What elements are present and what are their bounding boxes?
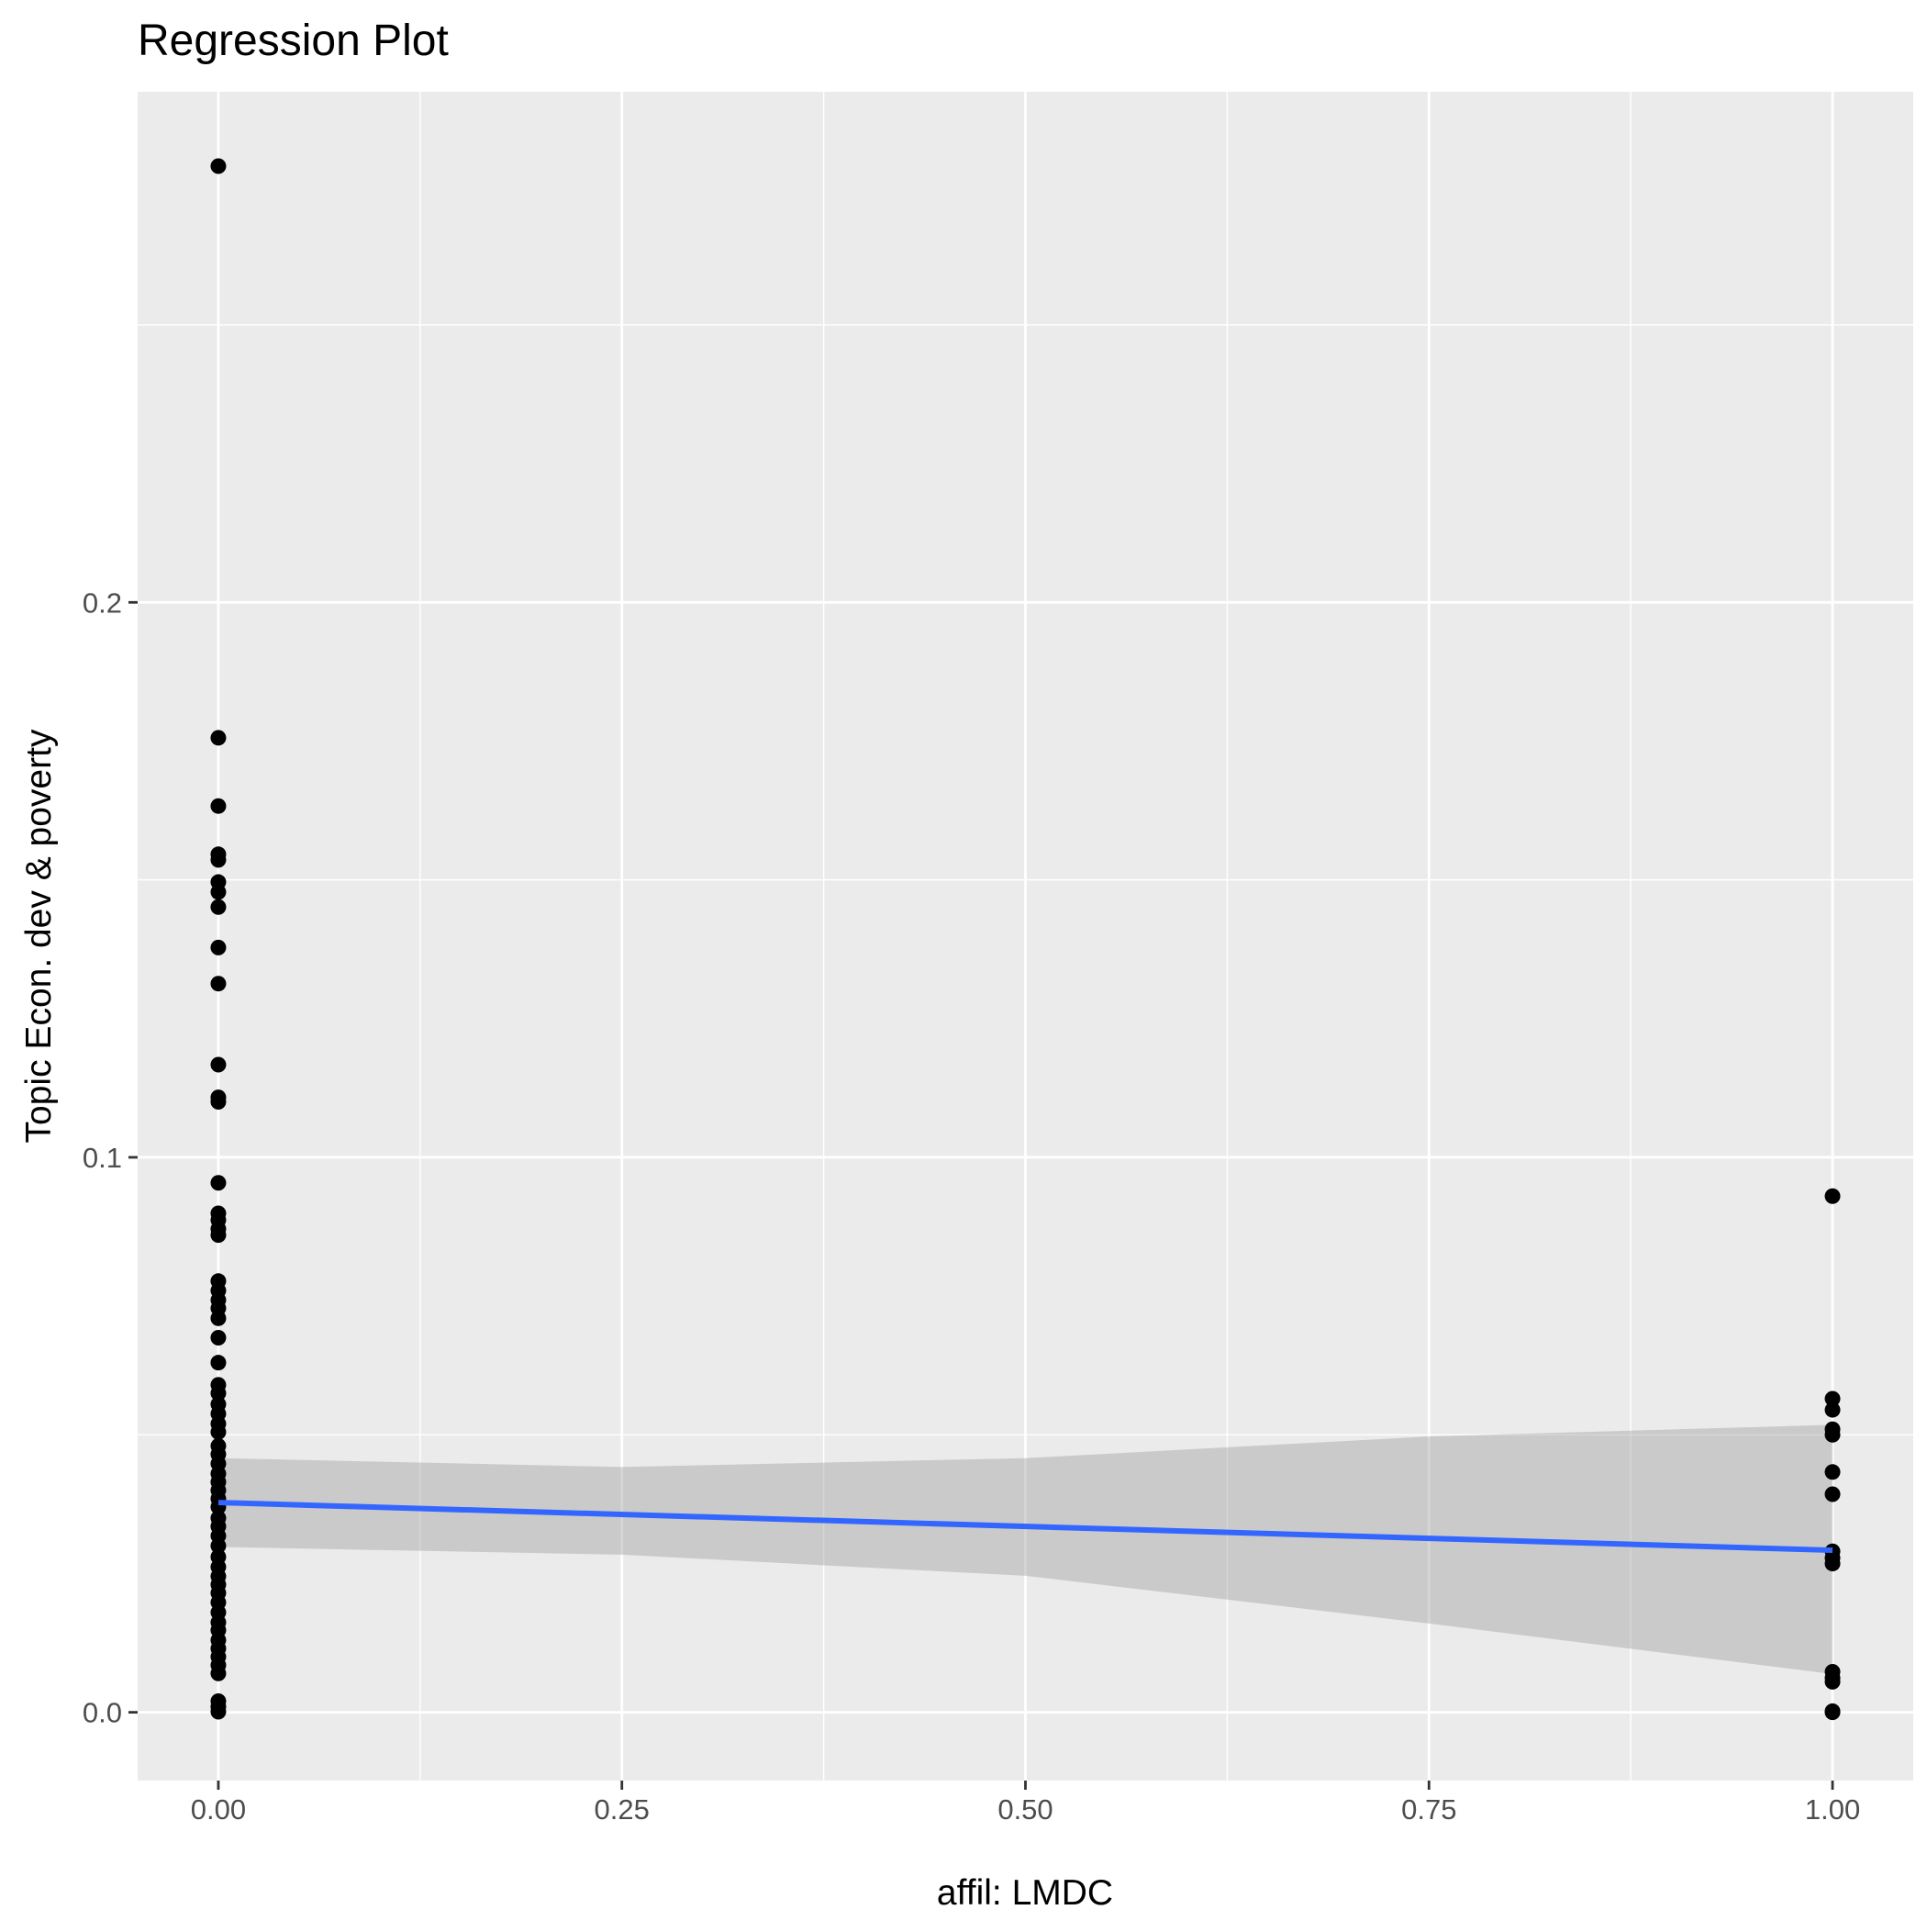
data-point [210, 976, 227, 992]
data-point [210, 1227, 227, 1244]
y-tick-label: 0.1 [83, 1142, 122, 1174]
data-point [210, 1385, 227, 1402]
data-point [1824, 1464, 1841, 1480]
x-tick-label: 1.00 [1805, 1793, 1860, 1826]
axis-ticks [128, 600, 1834, 1790]
data-point [210, 1175, 227, 1191]
data-point [210, 852, 227, 868]
data-point [1824, 1556, 1841, 1572]
x-tick-label: 0.00 [191, 1793, 246, 1826]
data-point [210, 1537, 227, 1554]
data-point [1824, 1390, 1841, 1407]
tick-labels: 0.00 0.25 0.50 0.75 1.00 0.0 0.1 0.2 [83, 586, 1860, 1826]
data-point [210, 939, 227, 955]
data-point [210, 1093, 227, 1110]
data-point [1824, 1402, 1841, 1418]
y-tick-label: 0.2 [83, 586, 122, 619]
data-point [1824, 1426, 1841, 1443]
x-tick-label: 0.75 [1401, 1793, 1456, 1826]
data-point [210, 1329, 227, 1346]
data-point [210, 730, 227, 746]
data-point [1824, 1188, 1841, 1204]
x-tick-label: 0.50 [997, 1793, 1053, 1826]
x-tick-label: 0.25 [595, 1793, 650, 1826]
data-point [1824, 1673, 1841, 1690]
data-point [210, 1310, 227, 1326]
data-point [210, 1056, 227, 1073]
regression-line [217, 1500, 1833, 1554]
data-point [1824, 1486, 1841, 1502]
major-gridlines [138, 92, 1913, 1781]
data-point [210, 1424, 227, 1440]
y-axis-title: Topic Econ. dev & poverty [19, 729, 59, 1143]
x-axis-title: affil: LMDC [937, 1873, 1113, 1913]
data-point [210, 158, 227, 174]
data-point [210, 1703, 227, 1720]
data-point [210, 899, 227, 915]
data-point [210, 884, 227, 900]
data-point [210, 798, 227, 814]
chart-title: Regression Plot [138, 17, 449, 65]
data-point [210, 1665, 227, 1681]
data-point [1824, 1704, 1841, 1721]
y-tick-label: 0.0 [83, 1697, 122, 1729]
confidence-band [217, 1424, 1833, 1674]
data-points [210, 158, 1841, 1721]
data-point [210, 1355, 227, 1371]
